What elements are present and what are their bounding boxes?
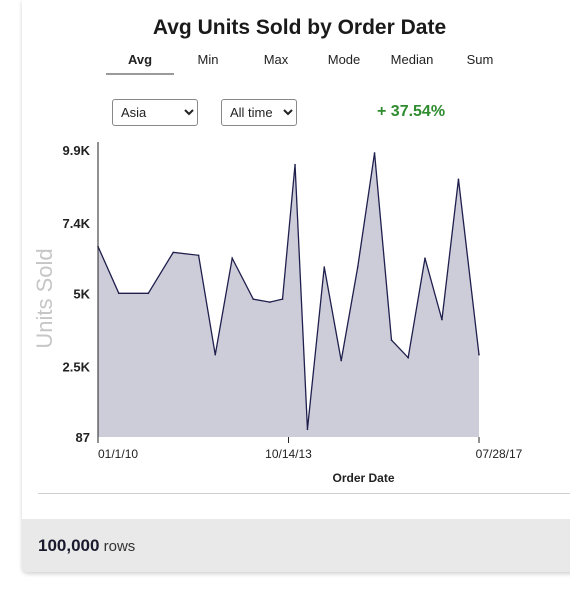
x-tick-label: 10/14/13 [265,447,312,461]
data-point [478,354,480,356]
data-point [357,266,359,268]
x-tick-label: 07/28/17 [476,447,523,461]
data-point [172,252,174,254]
row-count-unit: rows [104,538,136,555]
data-point [231,257,233,259]
region-select[interactable]: Asia [112,99,198,126]
chart-title: Avg Units Sold by Order Date [22,16,570,40]
y-tick-label: 87 [76,430,90,445]
footer: 100,000 rows [22,519,570,572]
data-point [294,164,296,166]
tab-sum[interactable]: Sum [446,52,514,73]
x-axis-label: Order Date [332,471,394,485]
data-point [252,298,254,300]
y-tick-label: 2.5K [63,359,91,374]
data-point [391,339,393,341]
row-count: 100,000 rows [38,536,135,556]
y-tick-label: 5K [73,286,90,301]
data-point [424,257,426,259]
percent-change: + 37.54% [377,103,445,121]
y-axis-label: Units Sold [32,248,57,348]
tab-avg[interactable]: Avg [106,52,174,75]
data-point [323,266,325,268]
tab-max[interactable]: Max [242,52,310,73]
divider [38,493,570,494]
data-point [307,429,309,431]
tab-min[interactable]: Min [174,52,242,73]
chart-card: Avg Units Sold by Order Date Avg Min Max… [22,0,570,572]
area-fill [98,153,479,437]
data-point [340,360,342,362]
data-point [147,293,149,295]
data-point [269,301,271,303]
data-point [118,293,120,295]
area-chart: 87 2.5K 5K 7.4K 9.9K 01/1/10 10/14/13 07/28/17 O… [22,130,570,490]
time-range-select[interactable]: All time [221,99,297,126]
tab-mode[interactable]: Mode [310,52,378,73]
data-point [458,178,460,180]
data-point [282,298,284,300]
tab-median[interactable]: Median [378,52,446,73]
x-tick-label: 01/1/10 [98,447,138,461]
y-tick-label: 9.9K [63,143,91,158]
row-count-value: 100,000 [38,536,99,555]
data-point [214,354,216,356]
data-point [407,357,409,359]
y-tick-label: 7.4K [63,216,91,231]
data-point [441,319,443,321]
data-point [374,152,376,154]
data-point [198,254,200,256]
